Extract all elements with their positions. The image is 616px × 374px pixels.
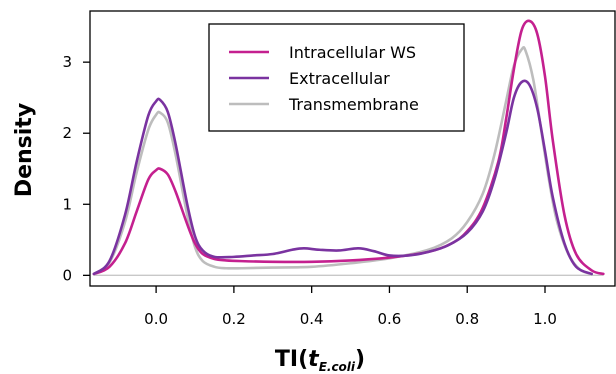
- y-axis: 0 1 2 3: [62, 53, 90, 284]
- x-axis-title-subscript: E.coli: [319, 360, 356, 374]
- legend-label-extracellular: Extracellular: [289, 69, 390, 88]
- series-line-transmembrane: [92, 45, 593, 276]
- x-axis-title-variable: t: [308, 347, 320, 372]
- y-tick-label: 3: [62, 53, 72, 71]
- y-tick-label: 1: [62, 195, 72, 213]
- x-axis: 0.0 0.2 0.4 0.6 0.8 1.0: [144, 286, 557, 328]
- series-line-extracellular: [92, 79, 593, 276]
- x-tick-label: 1.0: [533, 310, 557, 328]
- x-axis-title-close: ): [355, 347, 365, 372]
- x-tick-label: 0.8: [455, 310, 479, 328]
- x-tick-label: 0.0: [144, 310, 168, 328]
- x-tick-label: 0.2: [222, 310, 246, 328]
- y-tick-label: 2: [62, 124, 72, 142]
- x-axis-title: TI(tE.coli): [275, 347, 365, 374]
- y-axis-title: Density: [12, 103, 37, 197]
- x-axis-title-main: TI(: [275, 347, 308, 372]
- plot-area-frame: [89, 10, 616, 287]
- legend-label-transmembrane: Transmembrane: [288, 95, 419, 114]
- y-tick-label: 0: [62, 266, 72, 284]
- legend: Intracellular WS Extracellular Transmemb…: [208, 23, 465, 132]
- x-tick-label: 0.4: [300, 310, 324, 328]
- density-curves: [92, 19, 605, 276]
- legend-label-intracellular-ws: Intracellular WS: [289, 43, 416, 62]
- x-tick-label: 0.6: [378, 310, 402, 328]
- series-line-intracellular-ws: [92, 19, 605, 276]
